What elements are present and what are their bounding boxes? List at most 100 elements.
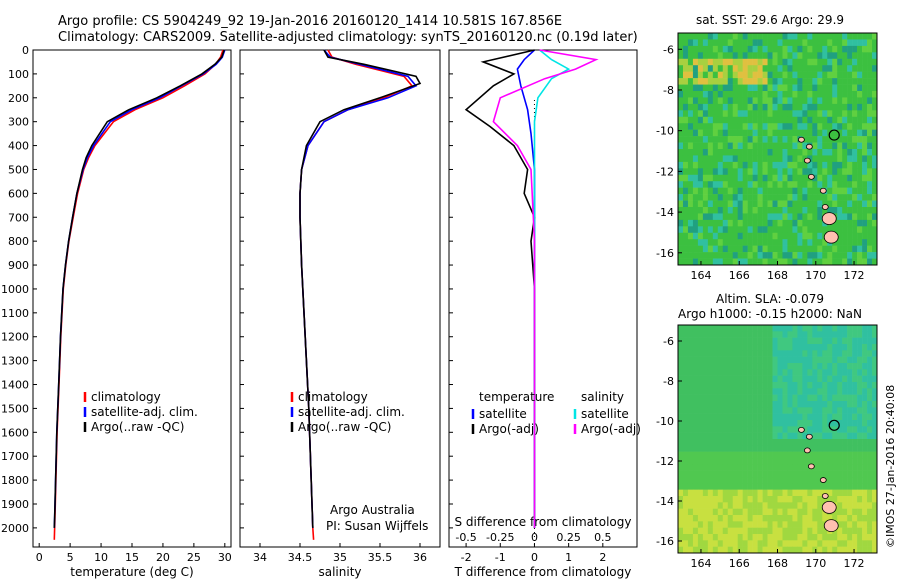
map-cell — [837, 252, 843, 259]
map-cell — [747, 155, 753, 163]
map-cell — [682, 458, 689, 465]
map-cell — [822, 407, 828, 414]
map-cell — [687, 489, 694, 497]
map-cell — [867, 110, 873, 118]
map-cell — [862, 401, 868, 408]
map-cell — [777, 65, 783, 72]
map-cell — [767, 540, 773, 547]
map-cell — [687, 155, 694, 163]
map-cell — [802, 226, 808, 234]
y-tick-label: 100 — [8, 68, 29, 81]
map-cell — [752, 258, 758, 266]
map-cell — [712, 527, 719, 535]
map-cell — [712, 123, 719, 130]
legend-label: satellite — [581, 407, 629, 421]
map-cell — [722, 52, 729, 60]
map-cell — [737, 439, 743, 446]
map-cell — [827, 258, 833, 266]
map-cell — [787, 394, 793, 402]
map-cell — [742, 252, 748, 259]
map-cell — [787, 458, 793, 465]
map-cell — [732, 508, 738, 516]
map-cell — [842, 232, 848, 240]
map-cell — [827, 375, 833, 383]
map-cell — [852, 388, 858, 395]
map-cell — [682, 432, 689, 440]
map-cell — [782, 187, 788, 195]
map-cell — [857, 382, 863, 389]
map-cell — [678, 527, 684, 535]
map-cell — [782, 401, 788, 408]
y-tick-label: 400 — [8, 140, 29, 153]
map-cell — [807, 363, 813, 370]
map-cell — [807, 502, 813, 509]
map-cell — [837, 382, 843, 389]
map-cell — [807, 116, 813, 124]
map-cell — [727, 161, 734, 169]
map-cell — [747, 356, 753, 364]
map-cell — [827, 546, 833, 554]
map-cell — [697, 39, 704, 47]
map-cell — [742, 470, 748, 478]
map-cell — [852, 432, 858, 440]
map-cell — [752, 226, 758, 234]
map-cell — [857, 413, 863, 421]
map-cell — [857, 91, 863, 98]
map-cell — [847, 45, 853, 53]
map-cell — [867, 129, 873, 137]
map-cell — [837, 91, 843, 98]
map-cell — [792, 116, 798, 124]
map-cell — [762, 161, 768, 169]
map-cell — [872, 226, 878, 234]
map-cell — [827, 33, 833, 40]
map-cell — [687, 194, 694, 201]
map-cell — [767, 187, 773, 195]
map-cell — [678, 136, 684, 143]
map-cell — [687, 65, 694, 72]
map-cell — [727, 39, 734, 47]
map-cell — [857, 470, 863, 478]
map-cell — [752, 161, 758, 169]
map-cell — [812, 325, 818, 332]
map-cell — [707, 540, 714, 547]
map-cell — [722, 149, 729, 156]
map-cell — [832, 207, 838, 214]
map-cell — [687, 344, 694, 351]
map-cell — [777, 168, 783, 176]
map-cell — [802, 496, 808, 503]
map-cell — [732, 71, 738, 79]
sst-map: 164 166 168 170 172-6-8-10-12-14-16 — [656, 32, 878, 282]
map-cell — [742, 337, 748, 345]
map-cell — [847, 110, 853, 118]
map-cell — [852, 245, 858, 253]
map-cell — [678, 489, 684, 497]
map-cell — [787, 432, 793, 440]
map-cell — [767, 420, 773, 427]
map-cell — [867, 477, 873, 484]
map-cell — [807, 477, 813, 484]
map-cell — [822, 540, 828, 547]
map-cell — [822, 401, 828, 408]
map-cell — [702, 477, 709, 484]
map-cell — [737, 129, 743, 137]
map-cell — [777, 413, 783, 421]
map-cell — [827, 331, 833, 338]
map-cell — [787, 45, 793, 53]
map-cell — [812, 451, 818, 459]
map-cell — [782, 483, 788, 490]
map-cell — [772, 496, 778, 503]
map-cell — [817, 375, 823, 383]
x-tick-label: 1 — [565, 551, 572, 564]
map-cell — [827, 515, 833, 522]
map-cell — [752, 123, 758, 130]
map-cell — [797, 464, 803, 471]
map-cell — [812, 502, 818, 509]
map-cell — [727, 45, 734, 53]
map-cell — [752, 413, 758, 421]
map-cell — [762, 103, 768, 111]
map-cell — [827, 540, 833, 547]
map-cell — [678, 508, 684, 516]
map-cell — [717, 344, 724, 351]
map-cell — [762, 39, 768, 47]
map-cell — [707, 110, 714, 118]
